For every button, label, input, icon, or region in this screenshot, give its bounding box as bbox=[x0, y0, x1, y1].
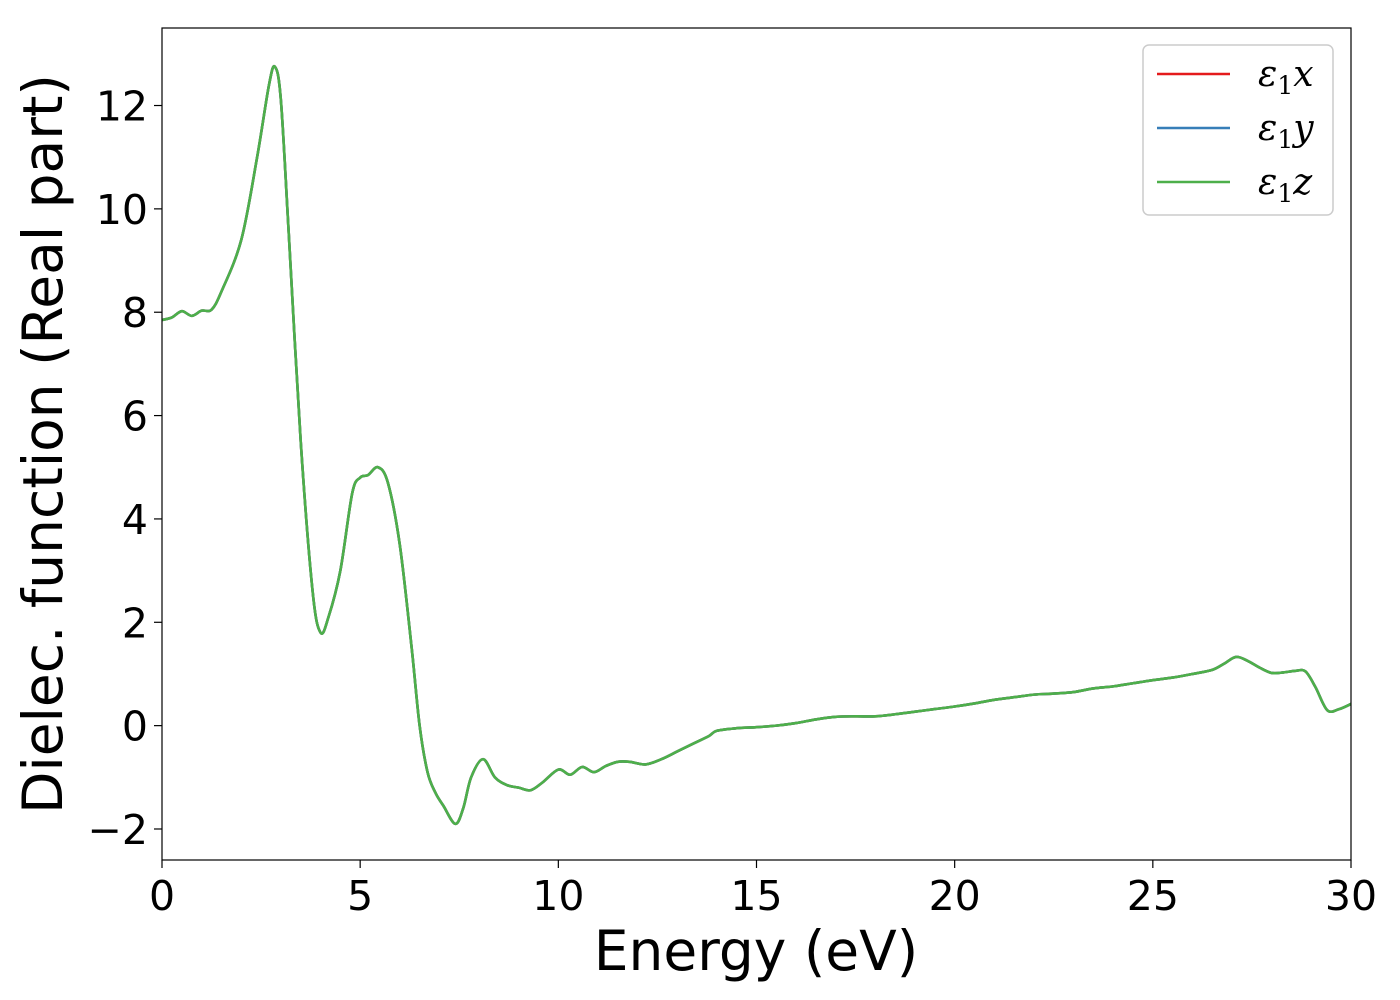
y-tick-label: 12 bbox=[96, 83, 148, 131]
x-axis: 0 5 10 15 20 25 30 bbox=[149, 860, 1377, 920]
x-tick-label: 0 bbox=[149, 872, 175, 920]
legend-box bbox=[1142, 44, 1334, 216]
x-tick-label: 5 bbox=[347, 872, 373, 920]
legend: ε1x ε1y ε1z bbox=[1142, 44, 1334, 216]
y-tick-label: 2 bbox=[122, 599, 148, 647]
y-tick-label: −2 bbox=[88, 806, 148, 854]
x-tick-label: 15 bbox=[730, 872, 782, 920]
y-axis-label: Dielec. function (Real part) bbox=[11, 74, 75, 814]
x-tick-label: 10 bbox=[532, 872, 584, 920]
x-axis-label: Energy (eV) bbox=[594, 919, 918, 983]
y-axis: −2 0 2 4 6 8 10 12 bbox=[88, 83, 162, 854]
series-line-ε1z bbox=[162, 64, 1351, 826]
y-tick-label: 4 bbox=[122, 496, 148, 544]
y-tick-label: 0 bbox=[122, 703, 148, 751]
legend-label: ε1z bbox=[1258, 162, 1313, 208]
x-tick-label: 30 bbox=[1325, 872, 1377, 920]
x-tick-label: 20 bbox=[929, 872, 981, 920]
y-tick-label: 8 bbox=[122, 289, 148, 337]
series-layer bbox=[162, 64, 1351, 826]
y-tick-label: 6 bbox=[122, 393, 148, 441]
x-tick-label: 25 bbox=[1127, 872, 1179, 920]
legend-label: ε1y bbox=[1258, 108, 1314, 154]
legend-label: ε1x bbox=[1258, 54, 1314, 100]
y-tick-label: 10 bbox=[96, 186, 148, 234]
